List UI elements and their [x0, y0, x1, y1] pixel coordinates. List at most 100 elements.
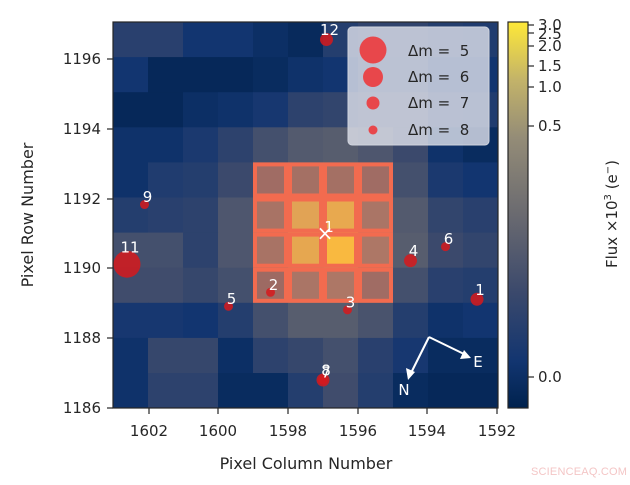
x-tick-label: 1600: [199, 422, 237, 440]
aperture-pixel: [323, 162, 358, 198]
heatmap-cell: [148, 92, 184, 128]
heatmap-cell: [218, 57, 254, 93]
aperture-pixel: [358, 197, 393, 233]
heatmap-cell: [288, 232, 324, 269]
legend-marker-dm6-icon: [363, 67, 383, 87]
heatmap-cell: [253, 197, 289, 234]
east-arrow-icon: [428, 336, 465, 355]
heatmap-cell: [358, 302, 394, 339]
east-label: E: [473, 353, 482, 371]
heatmap-cell: [218, 22, 254, 58]
heatmap-cell: [183, 302, 219, 339]
heatmap-cell: [253, 92, 289, 128]
heatmap-cell: [288, 127, 324, 163]
star-marker-icon: [441, 242, 450, 252]
heatmap-cell: [183, 92, 219, 128]
heatmap-cell: [253, 302, 289, 339]
star-marker-icon: [113, 250, 141, 278]
heatmap-cell: [113, 337, 149, 374]
y-tick-label: 1194: [63, 120, 101, 138]
heatmap-cell: [288, 22, 324, 58]
heatmap-cell: [428, 337, 464, 374]
heatmap-cell: [288, 337, 324, 374]
heatmap-cell: [428, 302, 464, 339]
aperture-pixel: [288, 232, 323, 268]
heatmap-cell: [463, 197, 498, 234]
legend-marker-dm8-icon: [368, 125, 378, 135]
colorbar-tick-label: 3.0: [538, 16, 562, 34]
y-axis: 1196 1194 1192 1190 1188 1186 Pixel Row …: [18, 50, 113, 417]
heatmap-cell: [113, 373, 149, 408]
heatmap-cell: [358, 197, 394, 234]
heatmap-cell: [218, 337, 254, 374]
heatmap-cell: [393, 267, 429, 304]
heatmap-cell: [183, 232, 219, 269]
heatmap-cell: [393, 162, 429, 198]
heatmap-cell: [253, 22, 289, 58]
heatmap-cell: [183, 162, 219, 198]
target-marker: × 1: [317, 218, 334, 245]
heatmap-cell: [148, 373, 184, 408]
heatmap-cell: [358, 267, 394, 304]
heatmap-cell: [218, 92, 254, 128]
x-tick-label: 1592: [478, 422, 516, 440]
compass: N E: [398, 336, 483, 399]
star-marker-icon: [316, 373, 330, 387]
star-label: 7: [321, 364, 331, 382]
heatmap-cell: [323, 337, 359, 374]
y-axis-label: Pixel Row Number: [18, 142, 37, 287]
star-label: 12: [320, 21, 339, 39]
aperture-pixel: [253, 162, 288, 198]
star-marker-icon: [343, 305, 352, 315]
heatmap-cell: [183, 57, 219, 93]
aperture-pixel: [253, 197, 288, 233]
heatmap-cell: [253, 267, 289, 304]
heatmap-cell: [323, 197, 359, 234]
heatmap-cell: [253, 337, 289, 374]
colorbar-tick-label: 0.0: [538, 368, 562, 386]
legend-marker-dm7-icon: [366, 96, 380, 110]
star-label: 6: [444, 230, 454, 248]
heatmap-cell: [288, 162, 324, 198]
heatmap-cell: [183, 22, 219, 58]
aperture-pixel: [288, 162, 323, 198]
heatmap-cell: [428, 267, 464, 304]
heatmap-cell: [323, 302, 359, 339]
x-tick-label: 1598: [269, 422, 307, 440]
watermark: SCIENCEAQ.COM: [531, 466, 628, 478]
x-tick-label: 1594: [408, 422, 446, 440]
heatmap-cell: [113, 57, 149, 93]
heatmap-cell: [323, 267, 359, 304]
heatmap-cell: [218, 267, 254, 304]
star-marker-icon: [224, 301, 233, 311]
aperture-pixel: [358, 267, 393, 303]
aperture-pixel: [288, 197, 323, 233]
north-arrow-icon: [410, 336, 430, 374]
heatmap-cell: [113, 162, 149, 198]
heatmap-cell: [323, 162, 359, 198]
heatmap-cell: [253, 373, 289, 408]
aperture-pixel: [358, 162, 393, 198]
heatmap-cell: [183, 197, 219, 234]
aperture-pixel: [358, 232, 393, 268]
x-axis-label: Pixel Column Number: [220, 454, 393, 473]
colorbar-tick-label: 1.0: [538, 78, 562, 96]
east-arrowhead-icon: [460, 350, 471, 359]
y-tick-label: 1188: [63, 329, 101, 347]
x-tick-label: 1596: [339, 422, 377, 440]
aperture-pixel: [323, 197, 358, 233]
heatmap-cell: [463, 302, 498, 339]
colorbar-tick-label: 2.0: [538, 37, 562, 55]
target-label: 1: [324, 218, 334, 236]
legend-label-dm8: Δm = 8: [408, 121, 469, 139]
heatmap-cell: [113, 127, 149, 163]
heatmap-cell: [463, 373, 498, 408]
heatmap-cell: [393, 197, 429, 234]
x-tick-label: 1602: [130, 422, 168, 440]
heatmap-cell: [218, 302, 254, 339]
heatmap-cell: [218, 232, 254, 269]
colorbar-tick-label: 0.5: [538, 117, 562, 135]
star-label: 9: [143, 188, 153, 206]
y-tick-label: 1186: [63, 399, 101, 417]
heatmap-cell: [183, 337, 219, 374]
